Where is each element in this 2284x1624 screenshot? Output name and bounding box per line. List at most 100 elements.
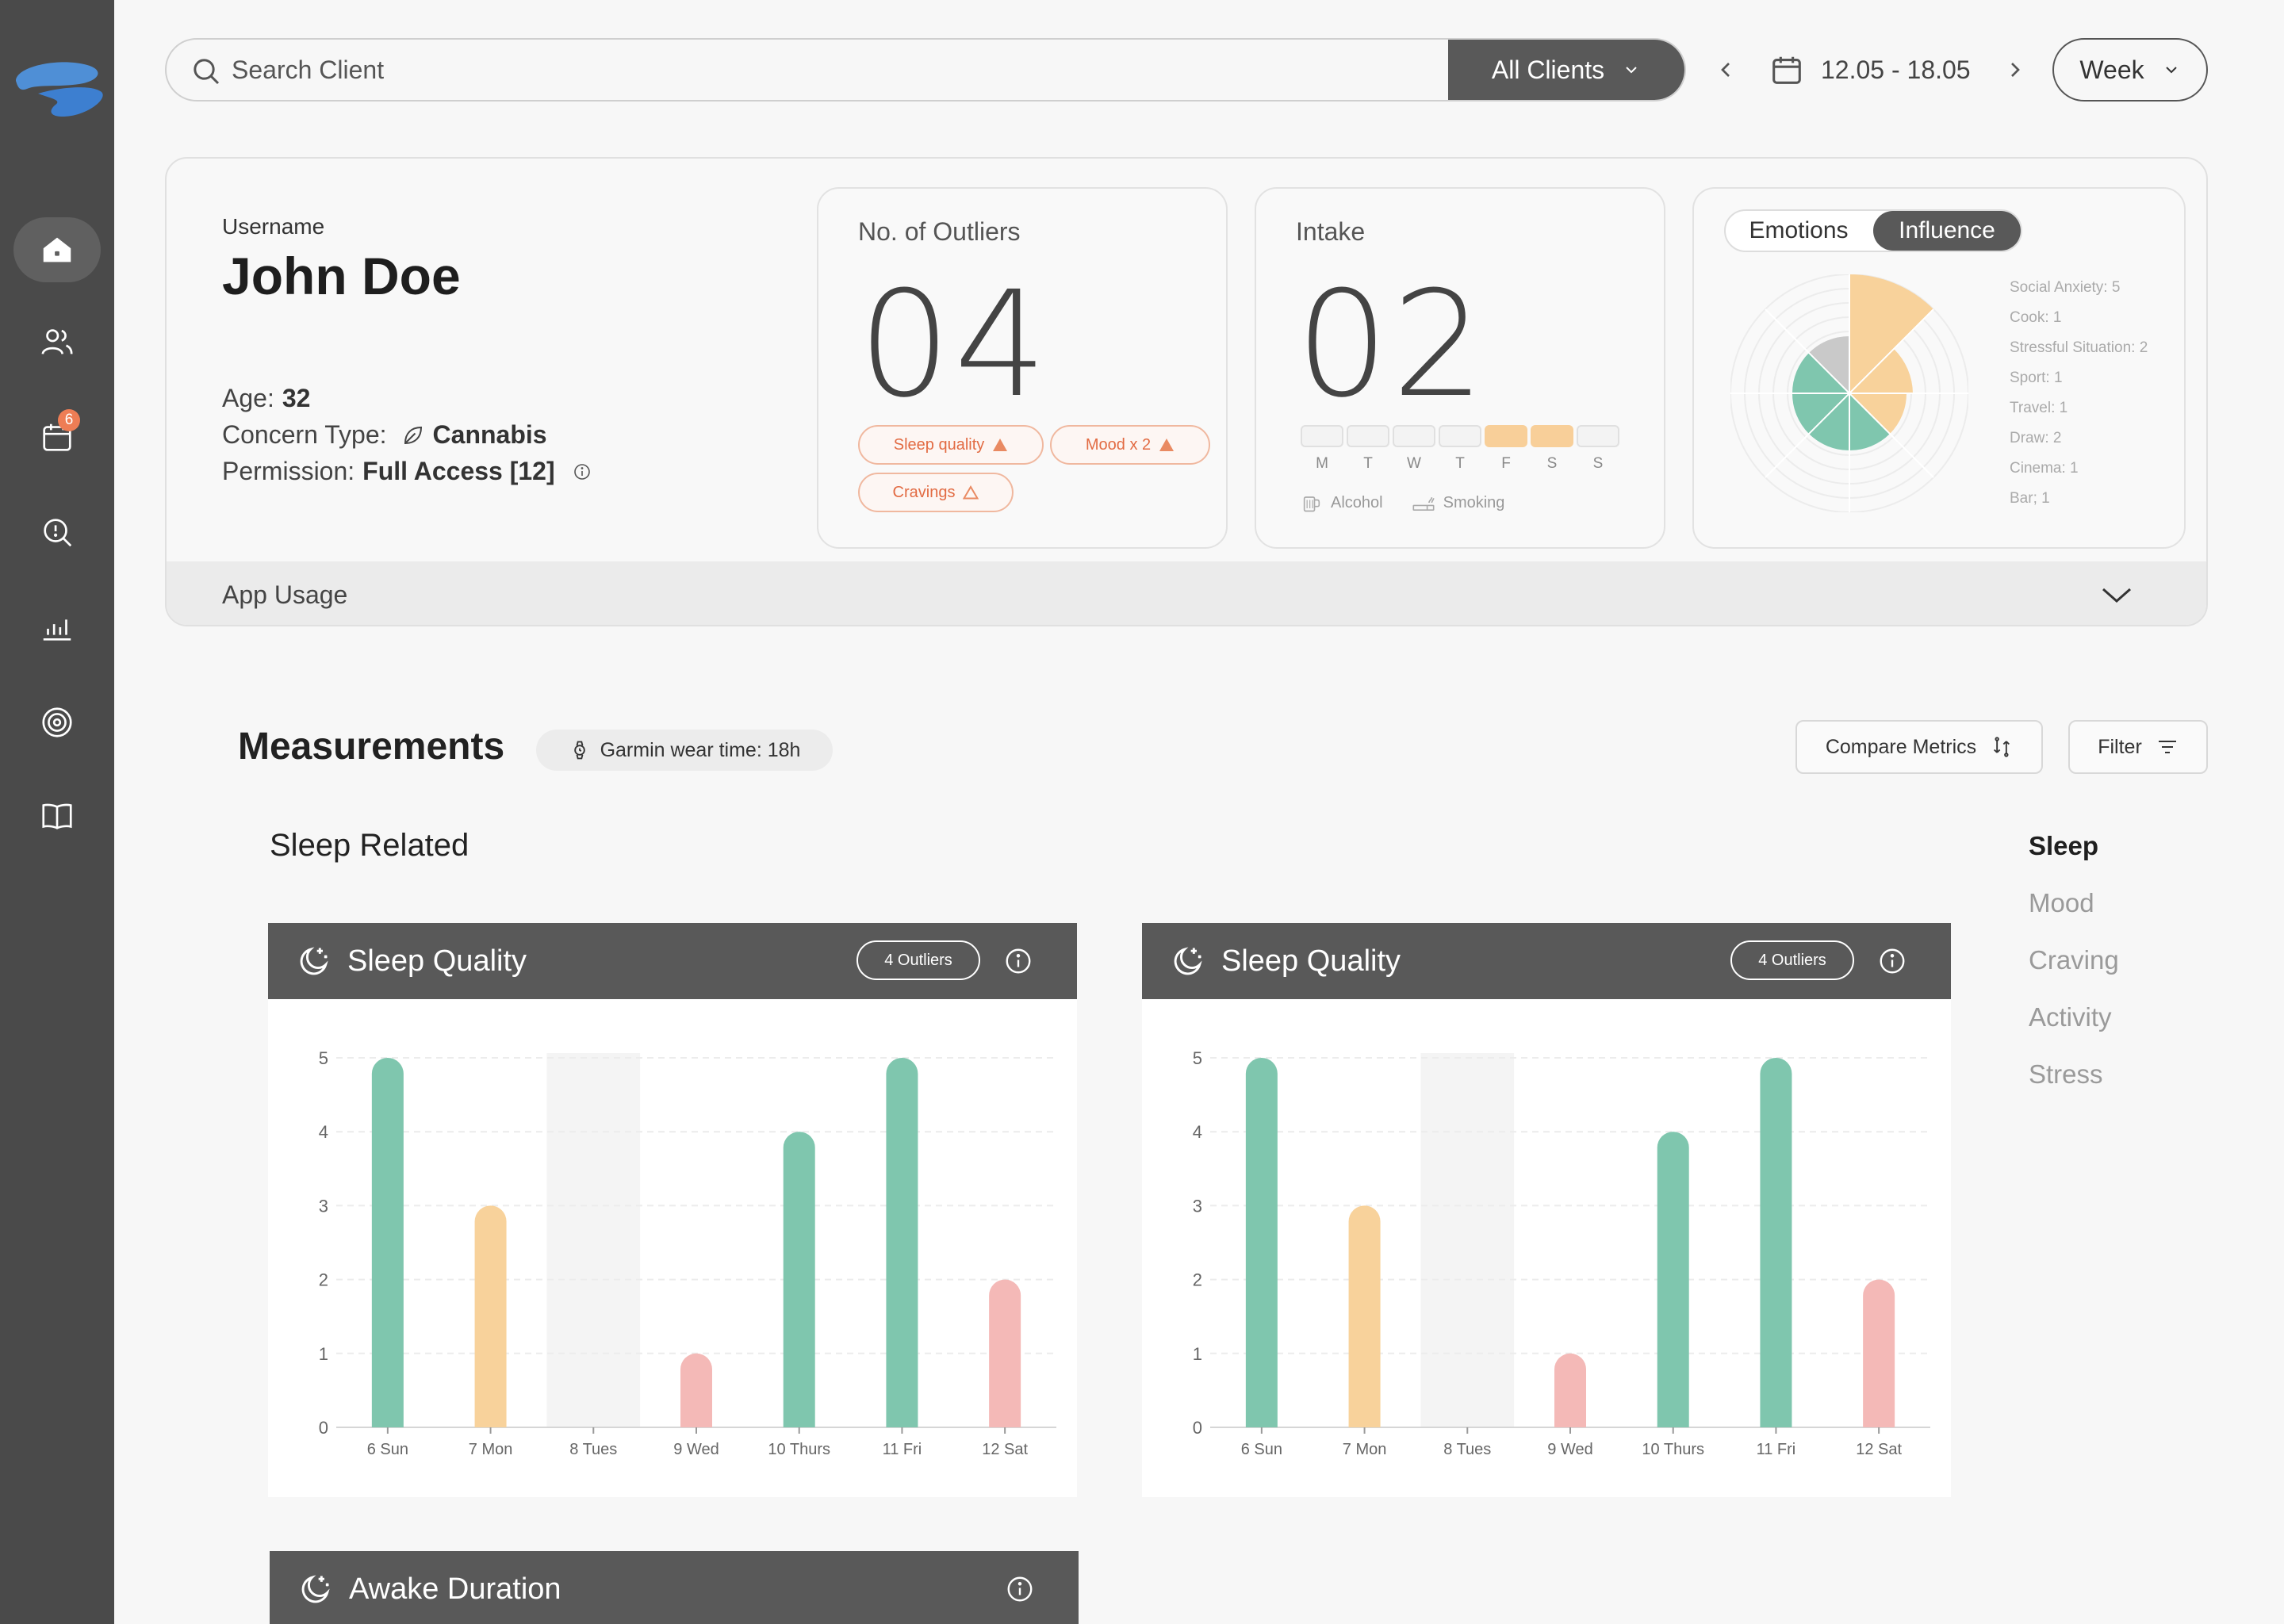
bar[interactable] bbox=[1554, 1353, 1586, 1427]
concern-value: Cannabis bbox=[432, 420, 547, 449]
search-input[interactable] bbox=[232, 40, 1580, 100]
legend-label: Smoking bbox=[1443, 493, 1505, 511]
outlier-chip-mood[interactable]: Mood x 2 bbox=[1050, 425, 1210, 465]
x-tick-label: 11 Fri bbox=[883, 1441, 922, 1458]
category-mood[interactable]: Mood bbox=[2029, 888, 2094, 917]
intake-day-cell bbox=[1577, 425, 1619, 447]
warning-triangle-icon bbox=[1159, 439, 1175, 451]
clients-dropdown-label: All Clients bbox=[1491, 55, 1605, 84]
category-craving[interactable]: Craving bbox=[2029, 945, 2119, 975]
outliers-pill[interactable]: 4 Outliers bbox=[1730, 940, 1854, 980]
bar[interactable] bbox=[886, 1058, 918, 1427]
nav-analytics[interactable] bbox=[13, 595, 101, 660]
y-tick-label: 4 bbox=[1193, 1122, 1202, 1142]
beer-mug-icon bbox=[1303, 496, 1320, 512]
bar[interactable] bbox=[1245, 1058, 1278, 1427]
bar[interactable] bbox=[783, 1132, 815, 1427]
bar[interactable] bbox=[989, 1279, 1021, 1427]
info-icon[interactable] bbox=[1006, 1575, 1034, 1603]
day-label: W bbox=[1407, 455, 1421, 472]
nav-insights[interactable] bbox=[13, 500, 101, 565]
book-icon bbox=[42, 803, 72, 829]
period-dropdown[interactable]: Week bbox=[2052, 38, 2208, 102]
y-tick-label: 5 bbox=[319, 1048, 328, 1068]
notification-badge: 6 bbox=[58, 409, 80, 431]
outlier-chip-sleep[interactable]: Sleep quality bbox=[858, 425, 1044, 465]
outlier-chip-cravings[interactable]: Cravings bbox=[858, 473, 1014, 512]
concern-label: Concern Type: bbox=[222, 420, 387, 449]
day-label: T bbox=[1363, 455, 1373, 472]
y-tick-label: 1 bbox=[1193, 1344, 1202, 1364]
bar[interactable] bbox=[474, 1205, 507, 1427]
info-icon[interactable] bbox=[1878, 947, 1907, 975]
section-title: Sleep Related bbox=[270, 828, 469, 863]
intake-day-cell bbox=[1531, 425, 1573, 447]
bar-chart-icon bbox=[43, 619, 71, 641]
segment-sport bbox=[1849, 393, 1890, 451]
moon-stars-icon bbox=[300, 947, 328, 975]
bar[interactable] bbox=[1657, 1132, 1689, 1427]
app-usage-bar[interactable]: App Usage bbox=[167, 561, 2206, 625]
metric-card-title: Sleep Quality bbox=[1221, 944, 1401, 978]
bar[interactable] bbox=[371, 1058, 404, 1427]
compare-metrics-label: Compare Metrics bbox=[1825, 735, 1977, 758]
intake-count: 02 bbox=[1296, 260, 1489, 430]
chevron-down-icon bbox=[2102, 588, 2131, 603]
chevron-left-icon[interactable] bbox=[1713, 57, 1738, 82]
chip-label: Cravings bbox=[892, 483, 956, 501]
x-tick-label: 7 Mon bbox=[1343, 1441, 1387, 1458]
clients-dropdown[interactable]: All Clients bbox=[1448, 40, 1684, 100]
x-tick-label: 11 Fri bbox=[1757, 1441, 1796, 1458]
bar[interactable] bbox=[1863, 1279, 1895, 1427]
client-overview-card: Username John Doe Age: 32 Concern Type: … bbox=[165, 157, 2208, 626]
measurement-category-nav: Sleep Mood Craving Activity Stress bbox=[2029, 831, 2119, 1116]
influence-legend: Social Anxiety: 5 Cook: 1 Stressful Situ… bbox=[2010, 279, 2148, 520]
metric-card-title: Sleep Quality bbox=[347, 944, 527, 978]
bar[interactable] bbox=[680, 1353, 712, 1427]
app-logo[interactable] bbox=[11, 57, 103, 121]
tab-influence[interactable]: Influence bbox=[1873, 211, 2021, 251]
x-tick-label: 6 Sun bbox=[367, 1441, 408, 1458]
segment-stressful-situation bbox=[1849, 393, 1907, 434]
calendar-icon[interactable] bbox=[1769, 52, 1805, 88]
metric-card-header: Awake Duration bbox=[270, 1551, 1079, 1624]
emotions-card: Emotions Influence Social Anxiety: 5 Coo… bbox=[1692, 187, 2186, 549]
segment-social-anxiety bbox=[1849, 274, 1933, 393]
chevron-right-icon[interactable] bbox=[2002, 57, 2028, 82]
y-tick-label: 3 bbox=[1193, 1196, 1202, 1216]
search-alert-icon bbox=[44, 519, 72, 547]
x-tick-label: 6 Sun bbox=[1241, 1441, 1282, 1458]
moon-stars-icon bbox=[301, 1575, 330, 1603]
app-usage-label: App Usage bbox=[222, 580, 348, 609]
moon-stars-icon bbox=[1174, 947, 1202, 975]
nav-clients[interactable] bbox=[13, 309, 101, 374]
category-activity[interactable]: Activity bbox=[2029, 1002, 2112, 1032]
outliers-pill[interactable]: 4 Outliers bbox=[856, 940, 980, 980]
filter-label: Filter bbox=[2098, 735, 2142, 758]
x-tick-label: 9 Wed bbox=[1547, 1441, 1592, 1458]
nav-goals[interactable] bbox=[13, 690, 101, 755]
concern-line: Concern Type: Cannabis bbox=[222, 420, 547, 450]
tab-emotions[interactable]: Emotions bbox=[1749, 217, 1849, 243]
cigarette-icon bbox=[1412, 496, 1435, 511]
intake-day-cell bbox=[1393, 425, 1435, 447]
legend-label: Alcohol bbox=[1331, 493, 1383, 511]
info-icon[interactable] bbox=[1004, 947, 1033, 975]
nav-home[interactable] bbox=[13, 217, 101, 282]
category-stress[interactable]: Stress bbox=[2029, 1059, 2103, 1089]
influence-radial-chart bbox=[1730, 274, 1968, 512]
search-bar: All Clients bbox=[165, 38, 1686, 102]
measurements-title: Measurements bbox=[238, 726, 505, 768]
nav-journal[interactable] bbox=[13, 783, 101, 848]
chip-label: Sleep quality bbox=[893, 435, 985, 454]
nav-calendar[interactable]: 6 bbox=[13, 404, 101, 469]
category-sleep[interactable]: Sleep bbox=[2029, 831, 2099, 860]
search-icon bbox=[194, 59, 220, 85]
bar[interactable] bbox=[1760, 1058, 1792, 1427]
filter-button[interactable]: Filter bbox=[2068, 720, 2208, 774]
bar[interactable] bbox=[1348, 1205, 1381, 1427]
compare-metrics-button[interactable]: Compare Metrics bbox=[1795, 720, 2043, 774]
age-line: Age: 32 bbox=[222, 384, 310, 413]
info-icon[interactable] bbox=[573, 462, 592, 481]
username-label: Username bbox=[222, 214, 325, 239]
